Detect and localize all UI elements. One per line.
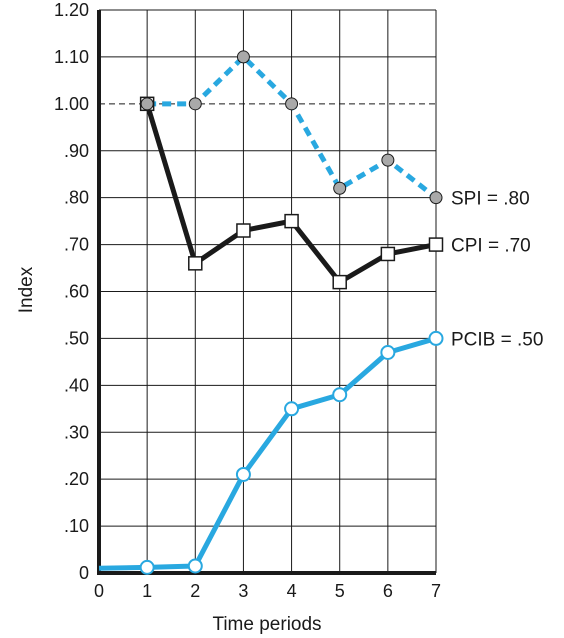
cpi-marker <box>284 213 299 229</box>
x-tick-label: 4 <box>287 581 297 601</box>
y-tick-label: .70 <box>64 235 89 255</box>
pcib-marker <box>235 466 251 482</box>
x-tick-label: 1 <box>142 581 152 601</box>
spi-marker <box>429 191 443 205</box>
spi-marker <box>285 97 299 111</box>
y-tick-label: .60 <box>64 282 89 302</box>
cpi-marker <box>236 223 251 238</box>
y-tick-label: .50 <box>64 328 89 348</box>
series-lines <box>98 54 438 571</box>
x-tick-label: 6 <box>383 581 393 601</box>
spi-marker <box>236 50 250 64</box>
series-labels: CPI = .70 SPI = .80 PCIB = .50 <box>451 189 543 351</box>
spi-label: SPI = .80 <box>451 189 530 210</box>
pcib-marker <box>332 387 348 403</box>
cpi-marker <box>428 237 444 252</box>
y-tick-label: 0 <box>79 563 89 583</box>
spi-marker <box>333 181 347 195</box>
y-axis-title: Index <box>16 266 37 313</box>
pcib-marker <box>284 401 300 417</box>
pcib-label: PCIB = .50 <box>451 329 543 350</box>
pcib-line <box>98 336 437 571</box>
y-tick-label: .80 <box>64 188 89 208</box>
pcib-marker <box>139 559 155 575</box>
spi-marker <box>188 97 202 111</box>
y-tick-label: .40 <box>64 375 89 395</box>
cpi-marker <box>380 246 396 262</box>
x-tick-label: 3 <box>238 581 248 601</box>
spi-marker <box>140 97 154 111</box>
cpi-marker <box>332 274 347 290</box>
y-tick-label: 1.10 <box>54 47 89 67</box>
x-tick-label: 7 <box>431 581 441 601</box>
x-tick-label: 2 <box>190 581 200 601</box>
cpi-marker <box>188 256 203 271</box>
pcib-marker <box>380 344 396 360</box>
series-markers <box>139 50 444 575</box>
cpi-label: CPI = .70 <box>451 236 531 257</box>
y-tick-label: .20 <box>64 469 89 489</box>
x-tick-label: 5 <box>335 581 345 601</box>
tick-labels: 0 1 2 3 4 5 6 7 0 .10 .20 .30 .40 .50 .60 .70 .80 .90 1.00… <box>54 0 441 601</box>
x-axis-title: Time periods <box>212 614 321 635</box>
x-tick-label: 0 <box>94 581 104 601</box>
y-tick-label: .90 <box>64 141 89 161</box>
pcib-marker <box>428 330 444 346</box>
spi-marker <box>381 153 395 167</box>
y-tick-label: .30 <box>64 422 89 442</box>
y-tick-label: .10 <box>64 516 89 536</box>
grid <box>99 10 436 573</box>
y-tick-label: 1.20 <box>54 0 89 20</box>
pcib-marker <box>187 558 203 574</box>
y-tick-label: 1.00 <box>54 94 89 114</box>
axes <box>97 9 437 575</box>
